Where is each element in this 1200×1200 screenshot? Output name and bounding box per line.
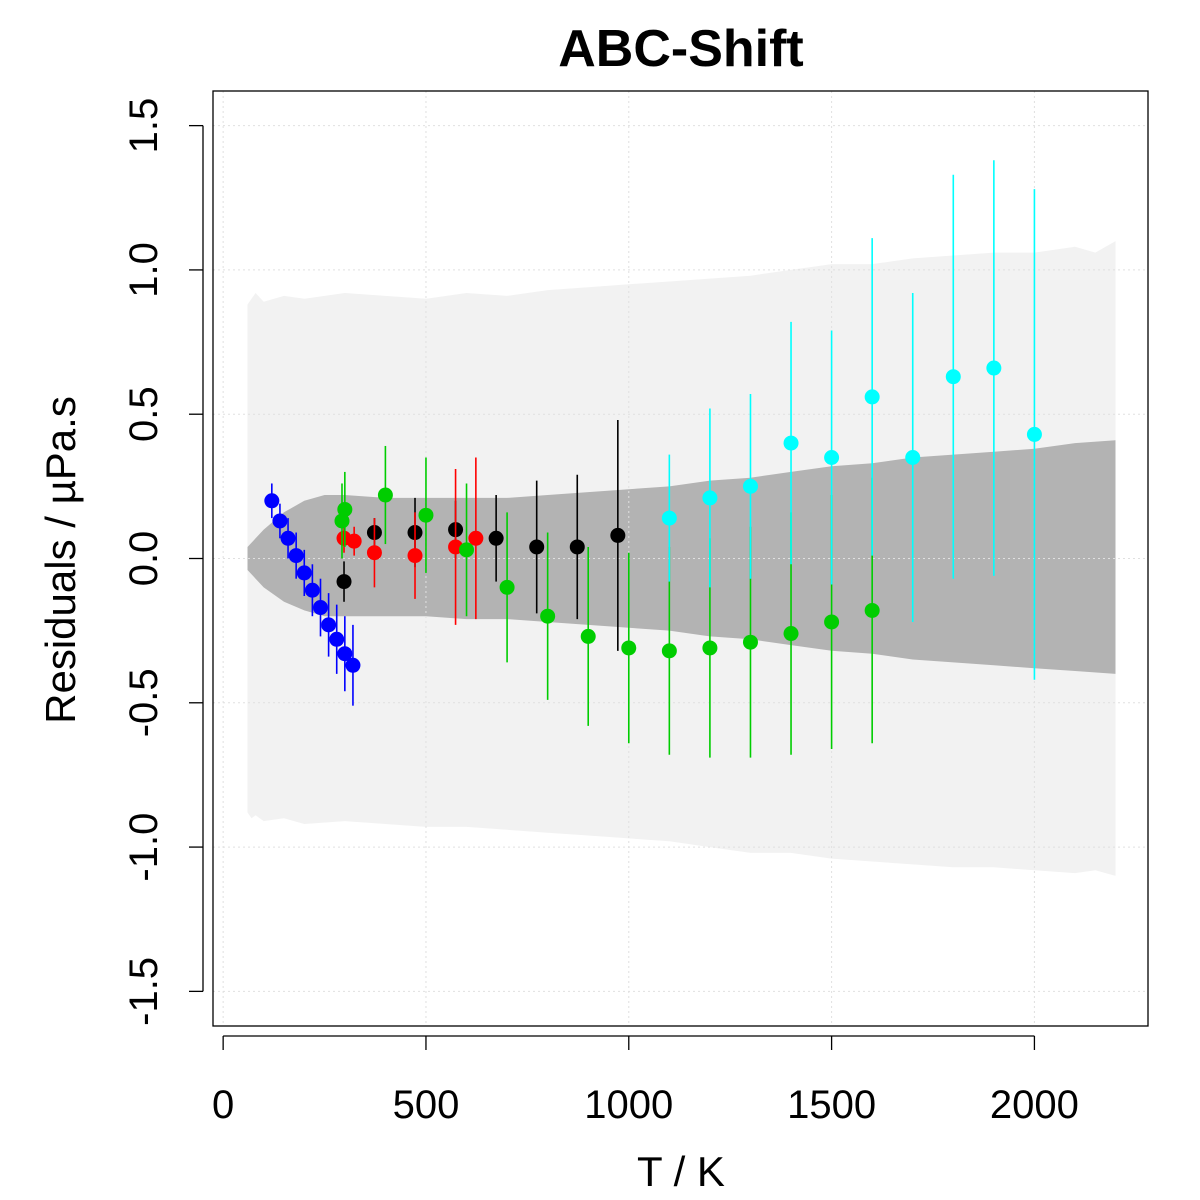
chart-title: ABC-Shift — [558, 20, 804, 78]
data-point — [280, 530, 296, 546]
data-point — [377, 487, 393, 503]
x-tick-label: 1000 — [584, 1083, 673, 1127]
data-point — [540, 608, 556, 624]
data-point — [264, 493, 280, 509]
data-point — [488, 530, 504, 546]
data-point — [783, 435, 799, 451]
data-point — [529, 539, 545, 555]
data-point — [345, 657, 361, 673]
plot-frame — [212, 90, 1149, 1027]
data-point — [407, 548, 423, 564]
data-point — [580, 628, 596, 644]
data-point — [321, 617, 337, 633]
data-point — [329, 631, 345, 647]
data-point — [418, 507, 434, 523]
data-point — [366, 545, 382, 561]
data-point — [334, 513, 350, 529]
y-tick-label: -1.0 — [122, 813, 166, 882]
series-2 — [336, 457, 484, 625]
data-point — [702, 490, 718, 506]
y-tick-label: 0.5 — [122, 386, 166, 442]
data-point — [468, 530, 484, 546]
y-tick-label: -1.5 — [122, 957, 166, 1026]
data-point — [337, 501, 353, 517]
y-tick-label: 0.0 — [122, 531, 166, 587]
data-point — [742, 478, 758, 494]
y-tick-label: 1.5 — [122, 98, 166, 154]
x-axis-label: T / K — [637, 1148, 725, 1195]
data-point — [945, 369, 961, 385]
data-point — [661, 643, 677, 659]
series-4 — [661, 160, 1042, 680]
data-point — [337, 646, 353, 662]
data-point — [824, 614, 840, 630]
data-point — [864, 389, 880, 405]
data-point — [312, 600, 328, 616]
data-point — [986, 360, 1002, 376]
data-point — [569, 539, 585, 555]
inner-uncertainty-band — [247, 440, 1116, 674]
data-point — [288, 548, 304, 564]
data-point — [304, 582, 320, 598]
data-point — [296, 565, 312, 581]
x-tick-label: 500 — [393, 1083, 460, 1127]
x-tick-label: 2000 — [990, 1083, 1079, 1127]
data-point — [336, 574, 352, 590]
x-tick-label: 1500 — [787, 1083, 876, 1127]
y-tick-label: -0.5 — [122, 668, 166, 737]
data-point — [499, 579, 515, 595]
data-point — [1026, 426, 1042, 442]
data-point — [459, 542, 475, 558]
data-point — [272, 513, 288, 529]
data-point — [824, 449, 840, 465]
data-point — [742, 634, 758, 650]
grid — [213, 91, 1148, 1026]
data-point — [346, 533, 362, 549]
y-tick-label: 1.0 — [122, 242, 166, 298]
y-axis-label: Residuals / µPa.s — [37, 396, 84, 724]
data-point — [702, 640, 718, 656]
data-point — [661, 510, 677, 526]
data-point — [905, 449, 921, 465]
data-point — [621, 640, 637, 656]
series-0 — [264, 483, 361, 706]
plot-area: 0 500 1000 1500 2000 -1.5 -1.0 -0.5 0.0 0.5 1.0 1.5 — [122, 90, 1149, 1127]
data-point — [864, 602, 880, 618]
data-point — [610, 527, 626, 543]
x-axis: 0 500 1000 1500 2000 — [212, 1035, 1079, 1127]
y-axis: -1.5 -1.0 -0.5 0.0 0.5 1.0 1.5 — [122, 98, 204, 1026]
x-tick-label: 0 — [212, 1083, 234, 1127]
data-point — [783, 626, 799, 642]
